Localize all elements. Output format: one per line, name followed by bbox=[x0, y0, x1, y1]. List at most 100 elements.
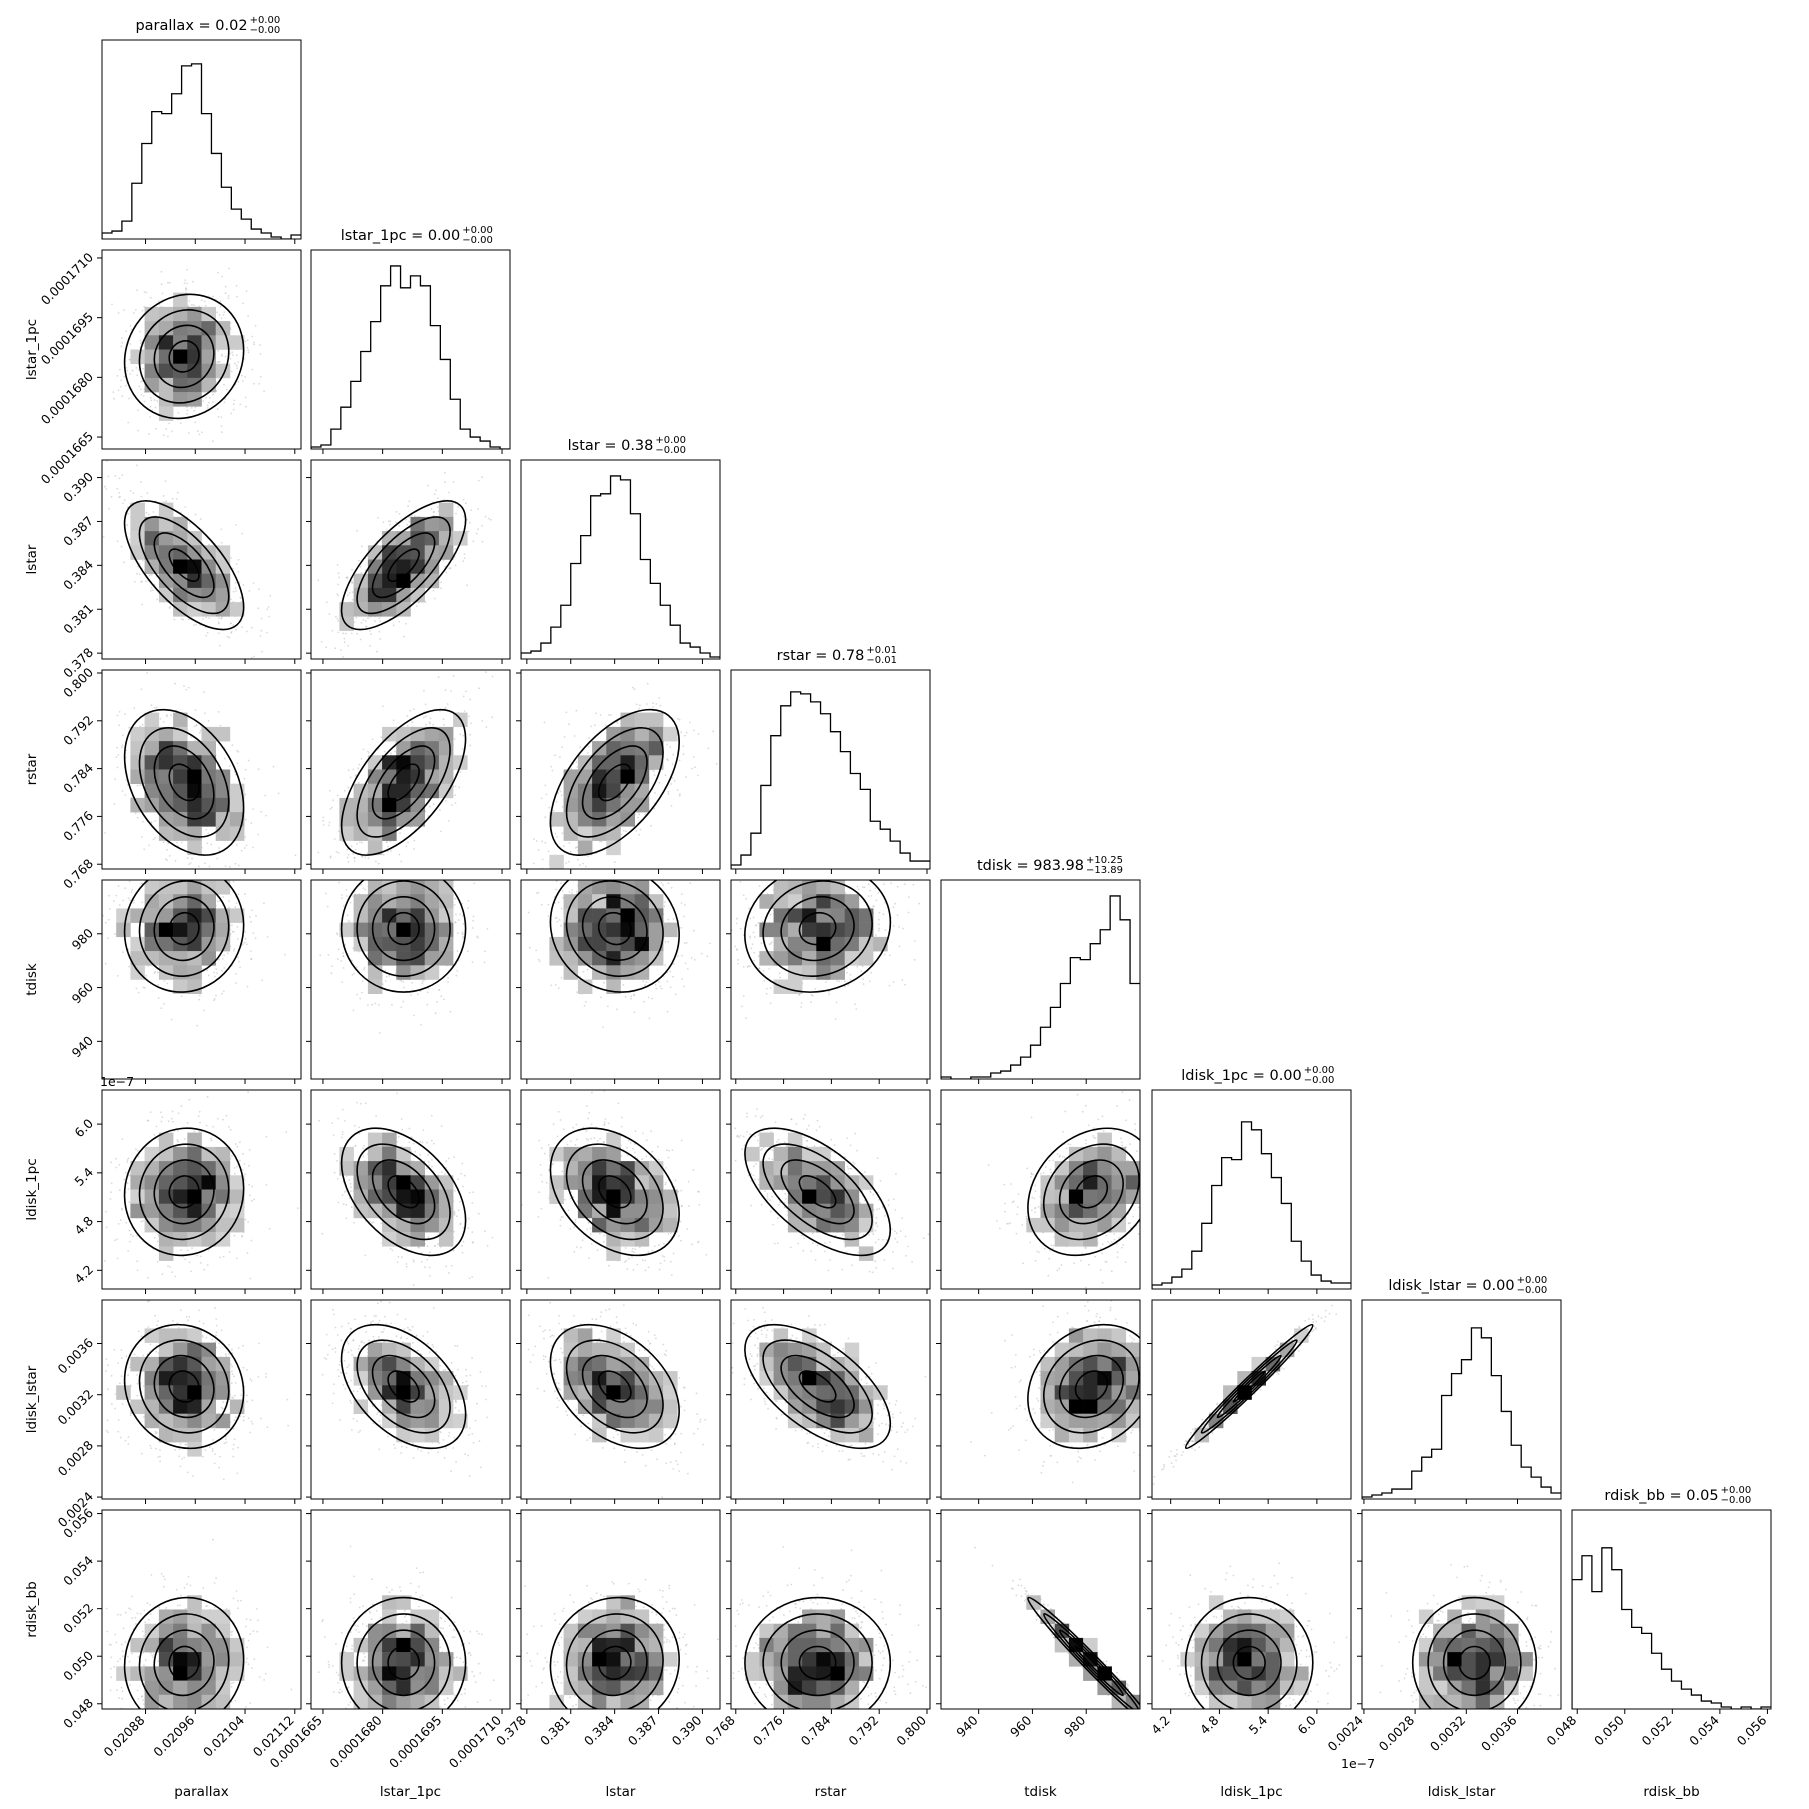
sample-point bbox=[92, 341, 94, 343]
sample-point bbox=[197, 430, 199, 432]
sample-point bbox=[212, 296, 214, 298]
sample-point bbox=[340, 649, 342, 651]
sample-point bbox=[253, 383, 255, 385]
sample-point bbox=[184, 668, 186, 670]
sample-point bbox=[200, 518, 202, 520]
sample-point bbox=[439, 710, 441, 712]
sample-point bbox=[186, 413, 188, 415]
sample-point bbox=[318, 852, 320, 854]
sample-point bbox=[242, 380, 244, 382]
sample-point bbox=[359, 841, 361, 843]
sample-point bbox=[189, 522, 191, 524]
density-grid bbox=[130, 713, 244, 856]
sample-point bbox=[455, 513, 457, 515]
sample-point bbox=[447, 703, 449, 705]
sample-point bbox=[218, 847, 220, 849]
sample-point bbox=[328, 825, 330, 827]
sample-point bbox=[231, 744, 233, 746]
y-tick-label: 0.792 bbox=[60, 712, 96, 748]
sample-point bbox=[356, 617, 358, 619]
sample-point bbox=[338, 830, 340, 832]
sample-point bbox=[210, 871, 212, 873]
sample-point bbox=[351, 633, 353, 635]
sample-point bbox=[152, 589, 154, 591]
sample-point bbox=[251, 336, 253, 338]
sample-point bbox=[186, 407, 188, 409]
sample-point bbox=[393, 624, 395, 626]
sample-point bbox=[116, 747, 118, 749]
sample-point bbox=[378, 631, 380, 633]
sample-point bbox=[146, 292, 148, 294]
sample-point bbox=[462, 560, 464, 562]
sample-point bbox=[354, 860, 356, 862]
sample-point bbox=[368, 752, 370, 754]
sample-point bbox=[233, 400, 235, 402]
sample-point bbox=[246, 290, 248, 292]
sample-point bbox=[210, 844, 212, 846]
sample-point bbox=[235, 590, 237, 592]
sample-point bbox=[352, 591, 354, 593]
sample-point bbox=[450, 567, 452, 569]
sample-point bbox=[259, 344, 261, 346]
sample-point bbox=[114, 778, 116, 780]
sample-point bbox=[405, 519, 407, 521]
sample-point bbox=[225, 292, 227, 294]
sample-point bbox=[129, 343, 131, 345]
density-cell bbox=[202, 812, 217, 827]
sample-point bbox=[107, 476, 109, 478]
sample-point bbox=[118, 724, 120, 726]
sample-point bbox=[434, 598, 436, 600]
sample-point bbox=[398, 525, 400, 527]
sample-point bbox=[117, 767, 119, 769]
sample-point bbox=[363, 619, 365, 621]
sample-point bbox=[219, 645, 221, 647]
sample-point bbox=[348, 861, 350, 863]
sample-point bbox=[478, 480, 480, 482]
sample-point bbox=[375, 861, 377, 863]
sample-point bbox=[125, 794, 127, 796]
sample-point bbox=[344, 638, 346, 640]
sample-point bbox=[199, 732, 201, 734]
sample-point bbox=[127, 422, 129, 424]
sample-point bbox=[457, 506, 459, 508]
sample-point bbox=[119, 478, 121, 480]
sample-point bbox=[214, 876, 216, 878]
sample-point bbox=[252, 847, 254, 849]
sample-point bbox=[342, 632, 344, 634]
sample-point bbox=[221, 317, 223, 319]
sample-point bbox=[208, 544, 210, 546]
density-cell bbox=[439, 503, 454, 517]
sample-point bbox=[372, 738, 374, 740]
density-cell bbox=[354, 812, 369, 827]
sample-point bbox=[445, 800, 447, 802]
sample-point bbox=[105, 488, 107, 490]
y-tick-label: 0.0001695 bbox=[38, 309, 96, 367]
sample-point bbox=[143, 848, 145, 850]
sample-point bbox=[91, 504, 93, 506]
density-cell bbox=[159, 335, 174, 350]
density-cell bbox=[187, 826, 202, 841]
sample-point bbox=[247, 349, 249, 351]
sample-point bbox=[136, 573, 138, 575]
sample-point bbox=[121, 546, 123, 548]
sample-point bbox=[492, 676, 494, 678]
sample-point bbox=[253, 656, 255, 658]
sample-point bbox=[182, 619, 184, 621]
sample-point bbox=[443, 724, 445, 726]
sample-point bbox=[221, 542, 223, 544]
sample-point bbox=[229, 866, 231, 868]
sample-point bbox=[245, 819, 247, 821]
density-cell bbox=[396, 784, 411, 799]
sample-point bbox=[370, 633, 372, 635]
sample-point bbox=[476, 533, 478, 535]
sample-point bbox=[140, 342, 142, 344]
sample-point bbox=[151, 704, 153, 706]
sample-point bbox=[129, 373, 131, 375]
sample-point bbox=[247, 315, 249, 317]
sample-point bbox=[356, 530, 358, 532]
sample-point bbox=[169, 282, 171, 284]
sample-point bbox=[184, 506, 186, 508]
sample-point bbox=[162, 293, 164, 295]
sample-point bbox=[167, 436, 169, 438]
sample-point bbox=[235, 524, 237, 526]
